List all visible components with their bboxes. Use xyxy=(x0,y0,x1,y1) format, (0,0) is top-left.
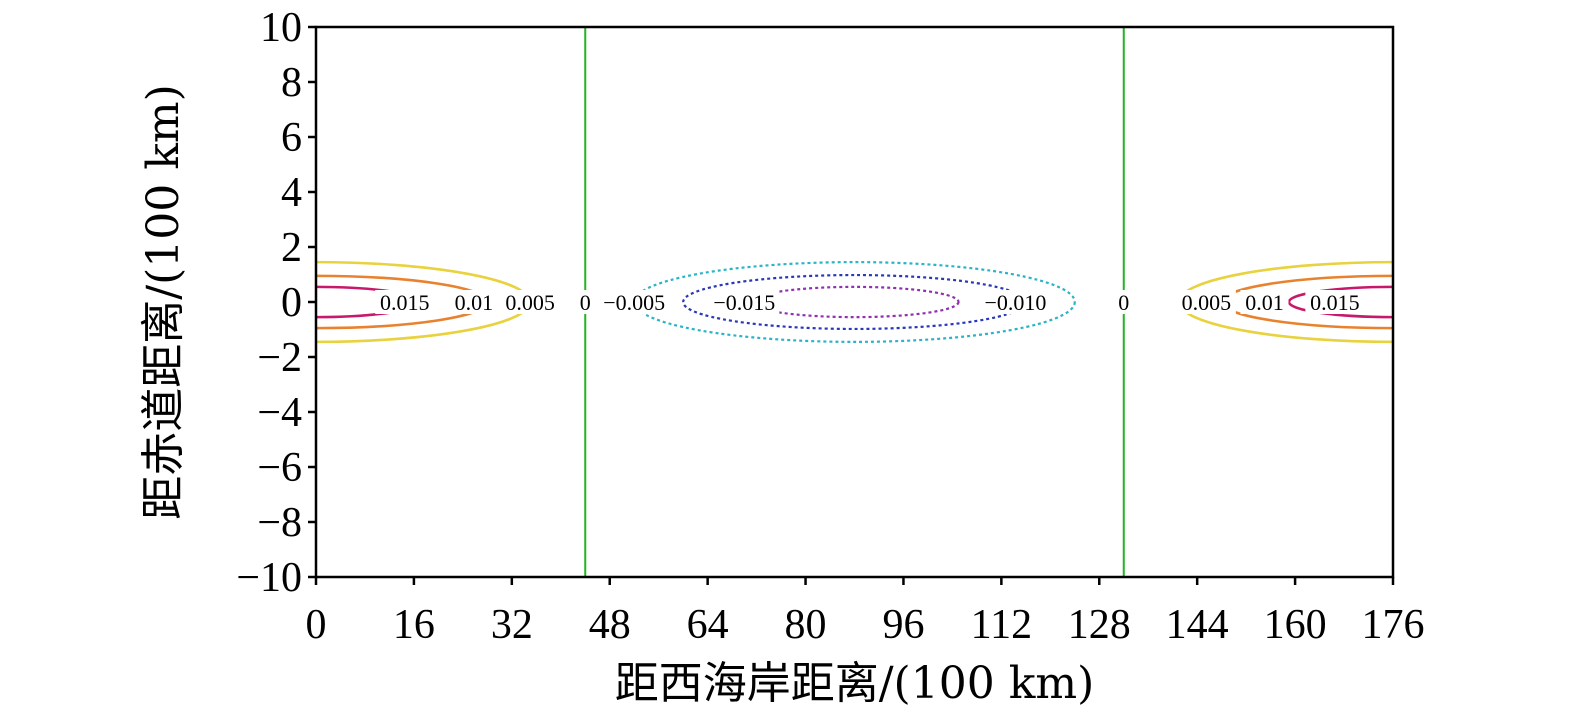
contour-label-bg-2 xyxy=(500,290,560,314)
x-tick-label-5: 80 xyxy=(785,602,827,648)
contour-label-10: 0.015 xyxy=(1310,290,1360,315)
contour-label-9: 0.01 xyxy=(1245,290,1284,315)
contour-line-6 xyxy=(633,261,1076,343)
x-tick-label-7: 112 xyxy=(971,602,1032,648)
contour-label-bg-6 xyxy=(980,290,1051,314)
contour-label-bg-4 xyxy=(599,290,670,314)
x-tick-label-3: 48 xyxy=(589,602,631,648)
x-tick-label-8: 128 xyxy=(1068,602,1131,648)
contour-label-bg-8 xyxy=(1176,290,1236,314)
x-tick-label-1: 16 xyxy=(393,602,435,648)
y-tick-label-1: 8 xyxy=(281,60,302,106)
y-tick-label-10: −10 xyxy=(236,555,302,601)
contour-label-bg-1 xyxy=(449,290,498,314)
contour-label-bg-10 xyxy=(1305,290,1365,314)
contour-label-6: −0.010 xyxy=(984,290,1046,315)
contour-line-3 xyxy=(1177,260,1393,344)
x-tick-label-6: 96 xyxy=(882,602,924,648)
contour-label-7: 0 xyxy=(1118,290,1129,315)
contour-labels: 0.015 0.01 0.005 0 −0.005 −0.015 −0.010 0 0.005 0… xyxy=(375,290,1365,315)
y-axis-ticks: 10 8 6 4 2 0 −2 −4 −6 −8 −10 xyxy=(236,5,316,601)
contour-line-8 xyxy=(749,285,960,319)
contour-label-1: 0.01 xyxy=(455,290,494,315)
x-tick-label-10: 160 xyxy=(1264,602,1327,648)
y-tick-label-6: −2 xyxy=(257,335,302,381)
contour-label-4: −0.005 xyxy=(603,290,665,315)
x-axis-ticks: 0 16 32 48 64 80 96 112 128 144 160 176 xyxy=(306,577,1425,648)
contour-label-3: 0 xyxy=(580,290,591,315)
y-tick-label-8: −6 xyxy=(257,445,302,491)
y-tick-label-3: 4 xyxy=(281,170,302,216)
contour-label-bg-0 xyxy=(375,290,435,314)
y-tick-label-4: 2 xyxy=(281,225,302,271)
y-tick-label-0: 10 xyxy=(260,5,302,51)
x-tick-label-9: 144 xyxy=(1166,602,1229,648)
contour-label-bg-5 xyxy=(709,290,780,314)
contour-label-bg-9 xyxy=(1240,290,1289,314)
x-axis-title: 距西海岸距离/(100 km) xyxy=(615,658,1095,709)
contour-label-5: −0.015 xyxy=(713,290,775,315)
contour-label-8: 0.005 xyxy=(1182,290,1232,315)
y-tick-label-5: 0 xyxy=(281,280,302,326)
y-tick-label-2: 6 xyxy=(281,115,302,161)
contour-label-bg-3 xyxy=(577,290,593,314)
x-tick-label-0: 0 xyxy=(306,602,327,648)
x-tick-label-4: 64 xyxy=(687,602,729,648)
y-axis-title: 距赤道距离/(100 km) xyxy=(138,84,189,520)
x-tick-label-2: 32 xyxy=(491,602,533,648)
y-tick-label-9: −8 xyxy=(257,500,302,546)
x-tick-label-11: 176 xyxy=(1362,602,1425,648)
y-tick-label-7: −4 xyxy=(257,390,302,436)
contour-label-bg-7 xyxy=(1116,290,1132,314)
contour-label-2: 0.005 xyxy=(505,290,555,315)
contour-label-0: 0.015 xyxy=(380,290,430,315)
